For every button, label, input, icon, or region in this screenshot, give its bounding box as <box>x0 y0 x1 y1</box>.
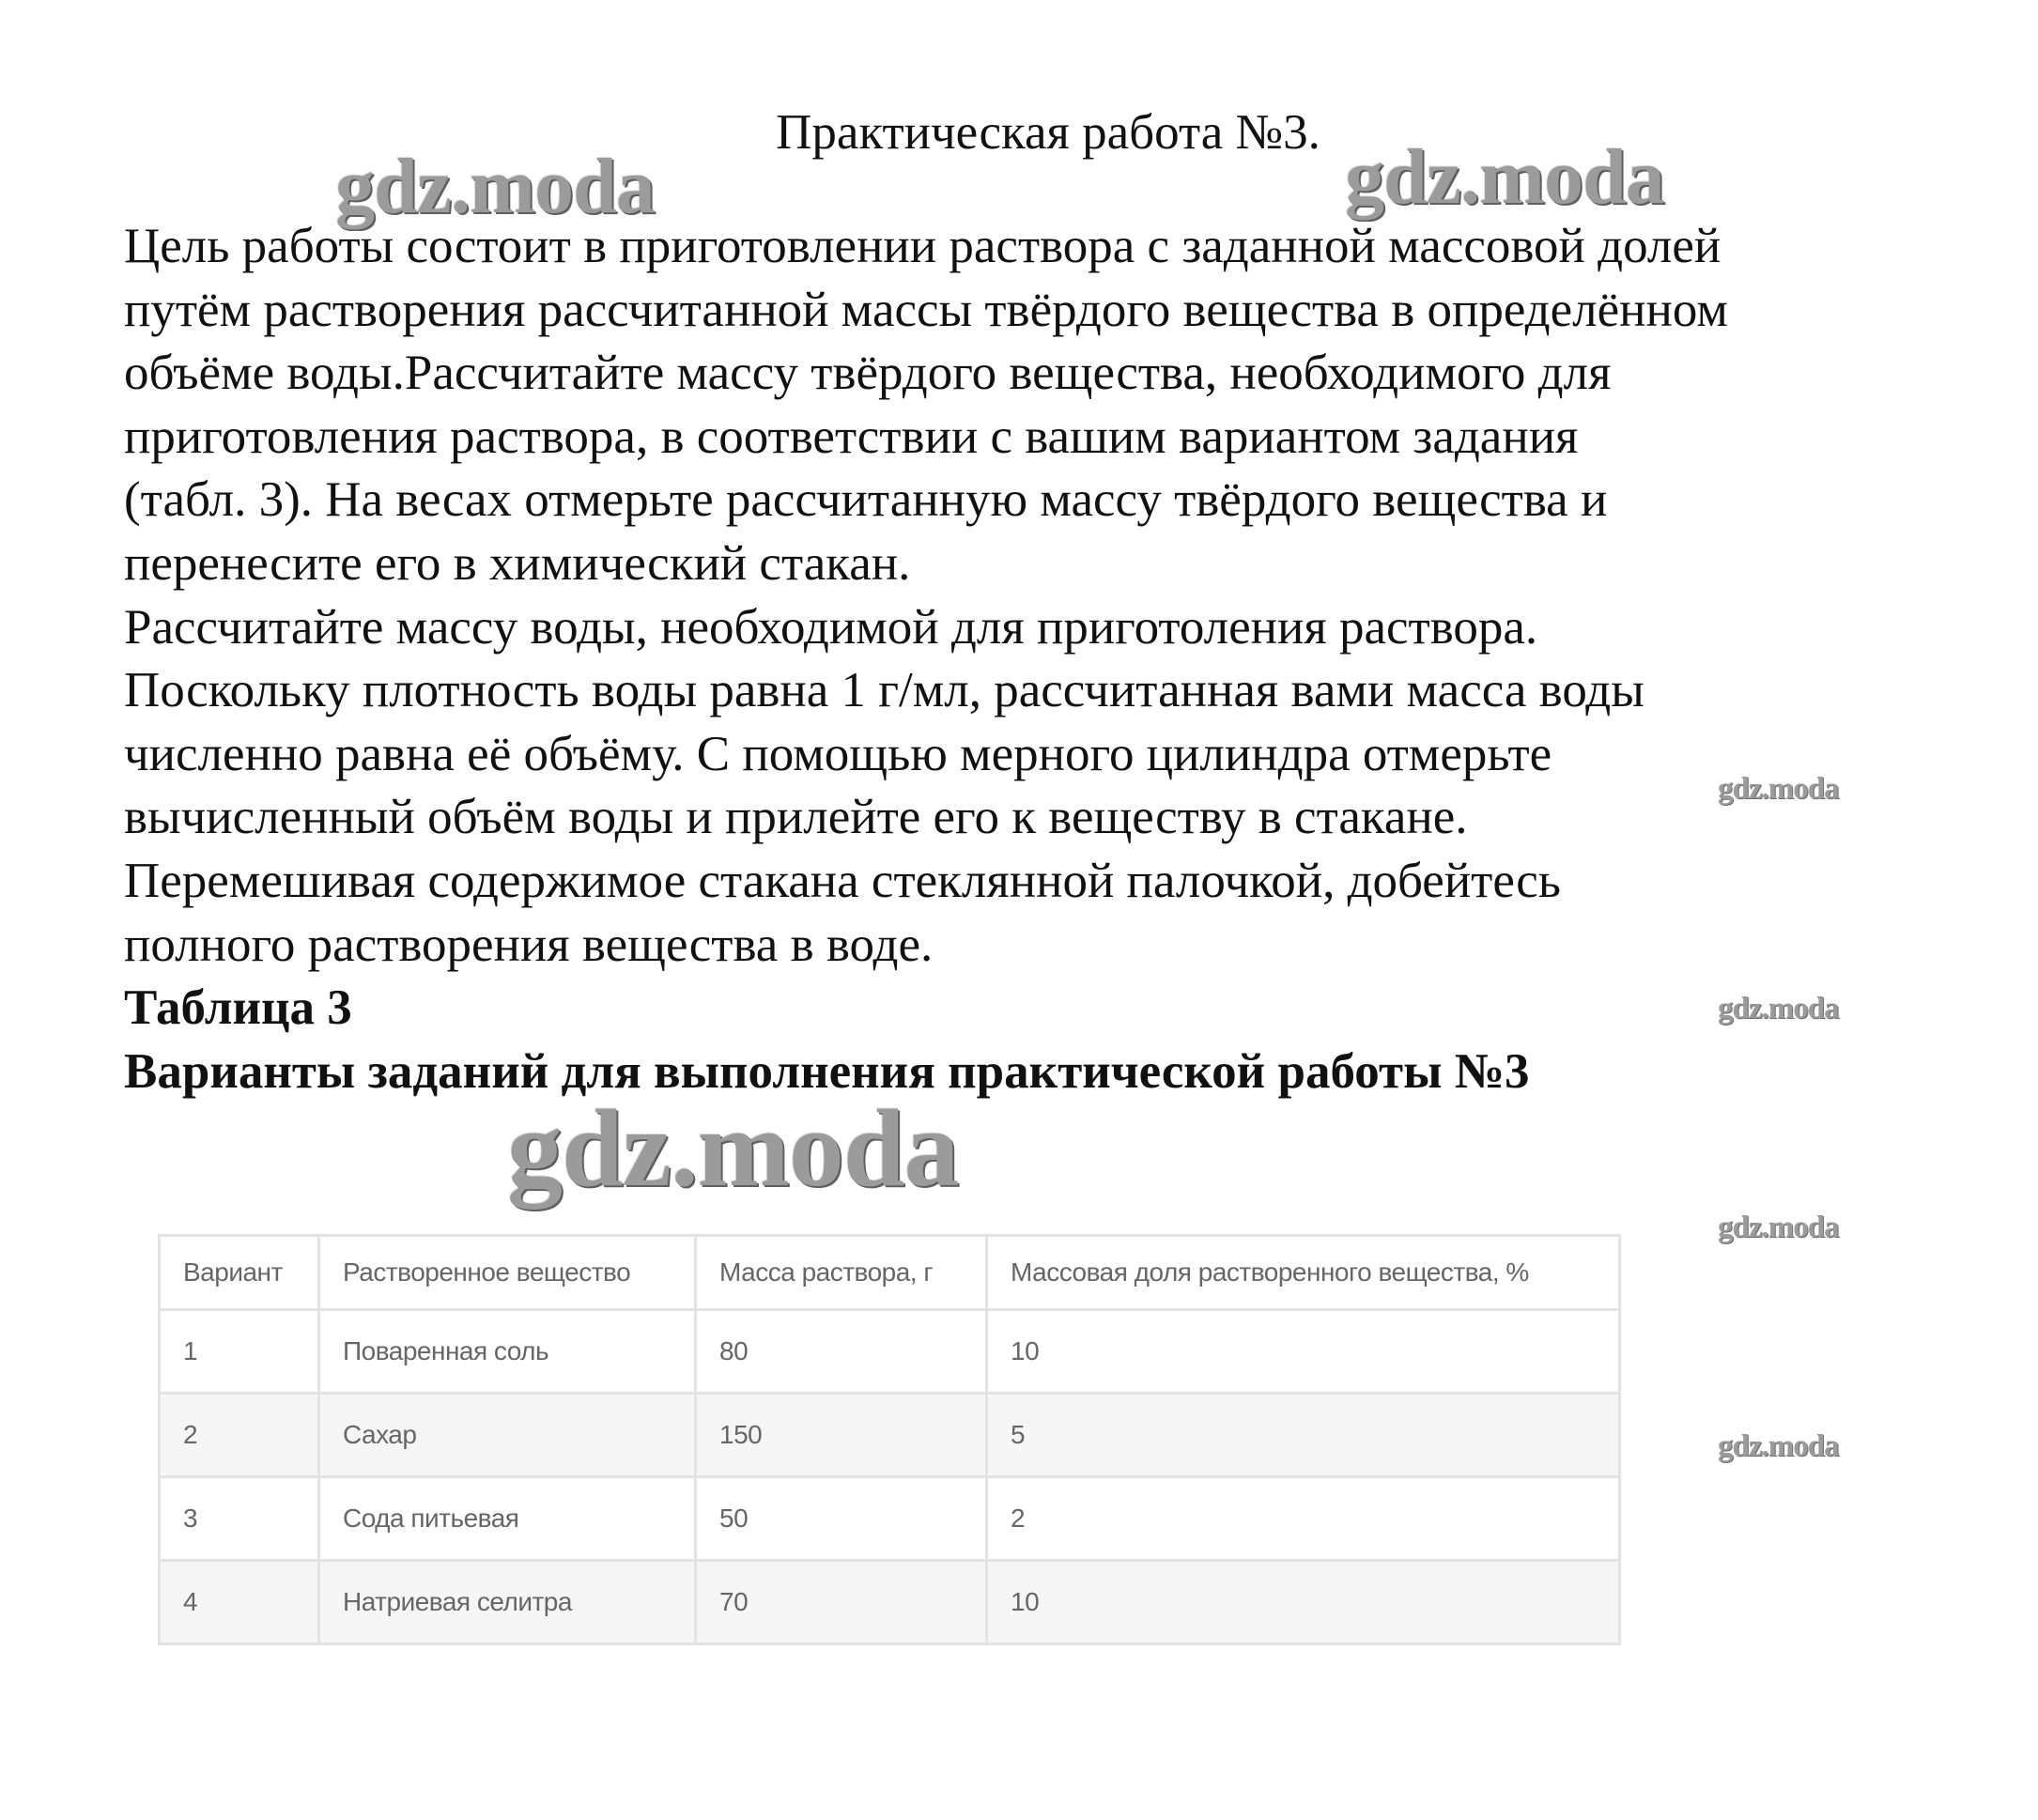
watermark-logo: gdz.moda <box>335 143 656 230</box>
table-label: Таблица 3 <box>124 980 352 1036</box>
header-solution-mass: Масса раствора, г <box>694 1234 988 1311</box>
cell-variant: 3 <box>158 1475 320 1562</box>
watermark-logo: gdz.moda <box>1345 133 1665 221</box>
table-row: 3 Сода питьевая 50 2 <box>158 1475 1621 1562</box>
watermark-logo: gdz.moda <box>507 1087 959 1210</box>
text-line: перенесите его в химический стакан. <box>124 535 911 591</box>
variants-table: Вариант Растворенное вещество Масса раст… <box>158 1234 1621 1645</box>
cell-solution-mass: 80 <box>694 1308 988 1395</box>
watermark-logo: gdz.moda <box>1718 992 1840 1026</box>
header-mass-fraction: Массовая доля растворенного вещества, % <box>985 1234 1621 1311</box>
cell-mass-fraction: 10 <box>985 1308 1621 1395</box>
cell-mass-fraction: 5 <box>985 1392 1621 1478</box>
text-line: вычисленный объём воды и прилейте его к … <box>124 790 1468 845</box>
text-line: приготовления раствора, в соответствии с… <box>124 409 1579 464</box>
cell-substance: Поваренная соль <box>317 1308 697 1395</box>
page-title: Практическая работа №3. <box>776 105 1320 160</box>
text-line: Перемешивая содержимое стакана стеклянно… <box>124 853 1561 908</box>
text-line: Рассчитайте массу воды, необходимой для … <box>124 599 1538 655</box>
text-line: объёме воды.Рассчитайте массу твёрдого в… <box>124 346 1612 401</box>
cell-variant: 2 <box>158 1392 320 1478</box>
cell-variant: 1 <box>158 1308 320 1395</box>
text-line: Поскольку плотность воды равна 1 г/мл, р… <box>124 663 1644 718</box>
cell-solution-mass: 50 <box>694 1475 988 1562</box>
cell-mass-fraction: 10 <box>985 1559 1621 1645</box>
text-line: (табл. 3). На весах отмерьте рассчитанну… <box>124 472 1608 528</box>
header-substance: Растворенное вещество <box>317 1234 697 1311</box>
table-row: 1 Поваренная соль 80 10 <box>158 1308 1621 1395</box>
cell-substance: Сахар <box>317 1392 697 1478</box>
cell-mass-fraction: 2 <box>985 1475 1621 1562</box>
text-line: полного растворения вещества в воде. <box>124 917 934 972</box>
watermark-logo: gdz.moda <box>1718 1211 1840 1244</box>
cell-variant: 4 <box>158 1559 320 1645</box>
table-header-row: Вариант Растворенное вещество Масса раст… <box>158 1234 1621 1311</box>
cell-solution-mass: 70 <box>694 1559 988 1645</box>
watermark-logo: gdz.moda <box>1718 772 1840 806</box>
table-row: 4 Натриевая селитра 70 10 <box>158 1559 1621 1645</box>
text-line: путём растворения рассчитанной массы твё… <box>124 282 1728 337</box>
cell-substance: Натриевая селитра <box>317 1559 697 1645</box>
cell-solution-mass: 150 <box>694 1392 988 1478</box>
cell-substance: Сода питьевая <box>317 1475 697 1562</box>
header-variant: Вариант <box>158 1234 320 1311</box>
instructions-text: Цель работы состоит в приготовлении раст… <box>124 215 1728 1103</box>
table-row: 2 Сахар 150 5 <box>158 1392 1621 1478</box>
watermark-logo: gdz.moda <box>1718 1429 1840 1463</box>
text-line: Цель работы состоит в приготовлении раст… <box>124 219 1721 273</box>
table-caption: Варианты заданий для выполнения практиче… <box>124 1043 1530 1099</box>
text-line: численно равна её объёму. С помощью мерн… <box>124 726 1552 781</box>
